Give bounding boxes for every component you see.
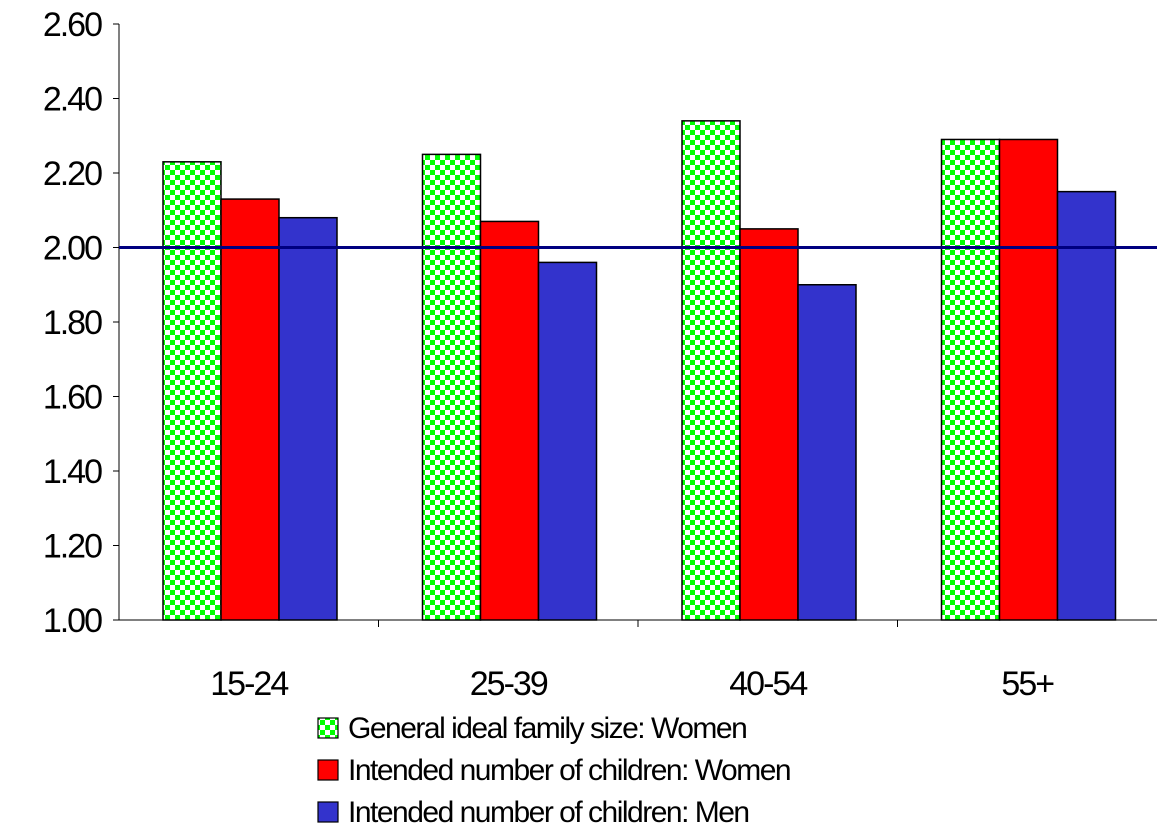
y-tick-label: 1.80 — [43, 304, 102, 342]
y-tick-label: 1.00 — [43, 602, 102, 640]
x-category-label: 55+ — [1001, 665, 1054, 703]
y-tick-label: 2.00 — [43, 230, 102, 268]
bar-40-54-series-3 — [797, 284, 857, 621]
legend: General ideal family size: Women Intended… — [317, 712, 792, 829]
y-tick-label: 2.20 — [43, 155, 102, 193]
y-tick-label: 1.40 — [43, 453, 102, 491]
bar-40-54-series-2 — [739, 228, 799, 621]
bar-55+-series-3 — [1056, 190, 1117, 621]
bar-40-54-series-1 — [681, 120, 741, 621]
bar-25-39-series-3 — [537, 261, 598, 621]
legend-swatch — [317, 717, 339, 739]
bar-55+-series-2 — [998, 138, 1059, 621]
bar-15-24-series-3 — [278, 216, 338, 621]
bar-55+-series-1 — [940, 138, 1001, 621]
bar-25-39-series-1 — [421, 153, 482, 621]
x-category-label: 15-24 — [210, 665, 288, 703]
axis-labels: 1.00 1.20 1.40 1.60 1.80 2.00 2.20 2.40 2.60 15-2… — [43, 6, 1056, 703]
legend-label: Intended number of children: Men — [348, 796, 749, 829]
legend-swatch — [317, 759, 339, 781]
bar-15-24-series-1 — [162, 161, 222, 621]
x-category-label: 40-54 — [729, 665, 807, 703]
x-category-label: 25-39 — [470, 665, 548, 703]
legend-label: Intended number of children: Women — [348, 754, 790, 787]
bar-25-39-series-2 — [479, 220, 540, 621]
bars — [162, 120, 1117, 621]
bar-15-24-series-2 — [220, 198, 280, 621]
legend-swatch — [317, 801, 339, 823]
y-tick-label: 1.60 — [43, 379, 102, 417]
legend-label: General ideal family size: Women — [348, 712, 746, 745]
y-tick-label: 2.40 — [43, 81, 102, 119]
y-tick-label: 2.60 — [43, 6, 102, 44]
y-tick-label: 1.20 — [43, 528, 102, 566]
